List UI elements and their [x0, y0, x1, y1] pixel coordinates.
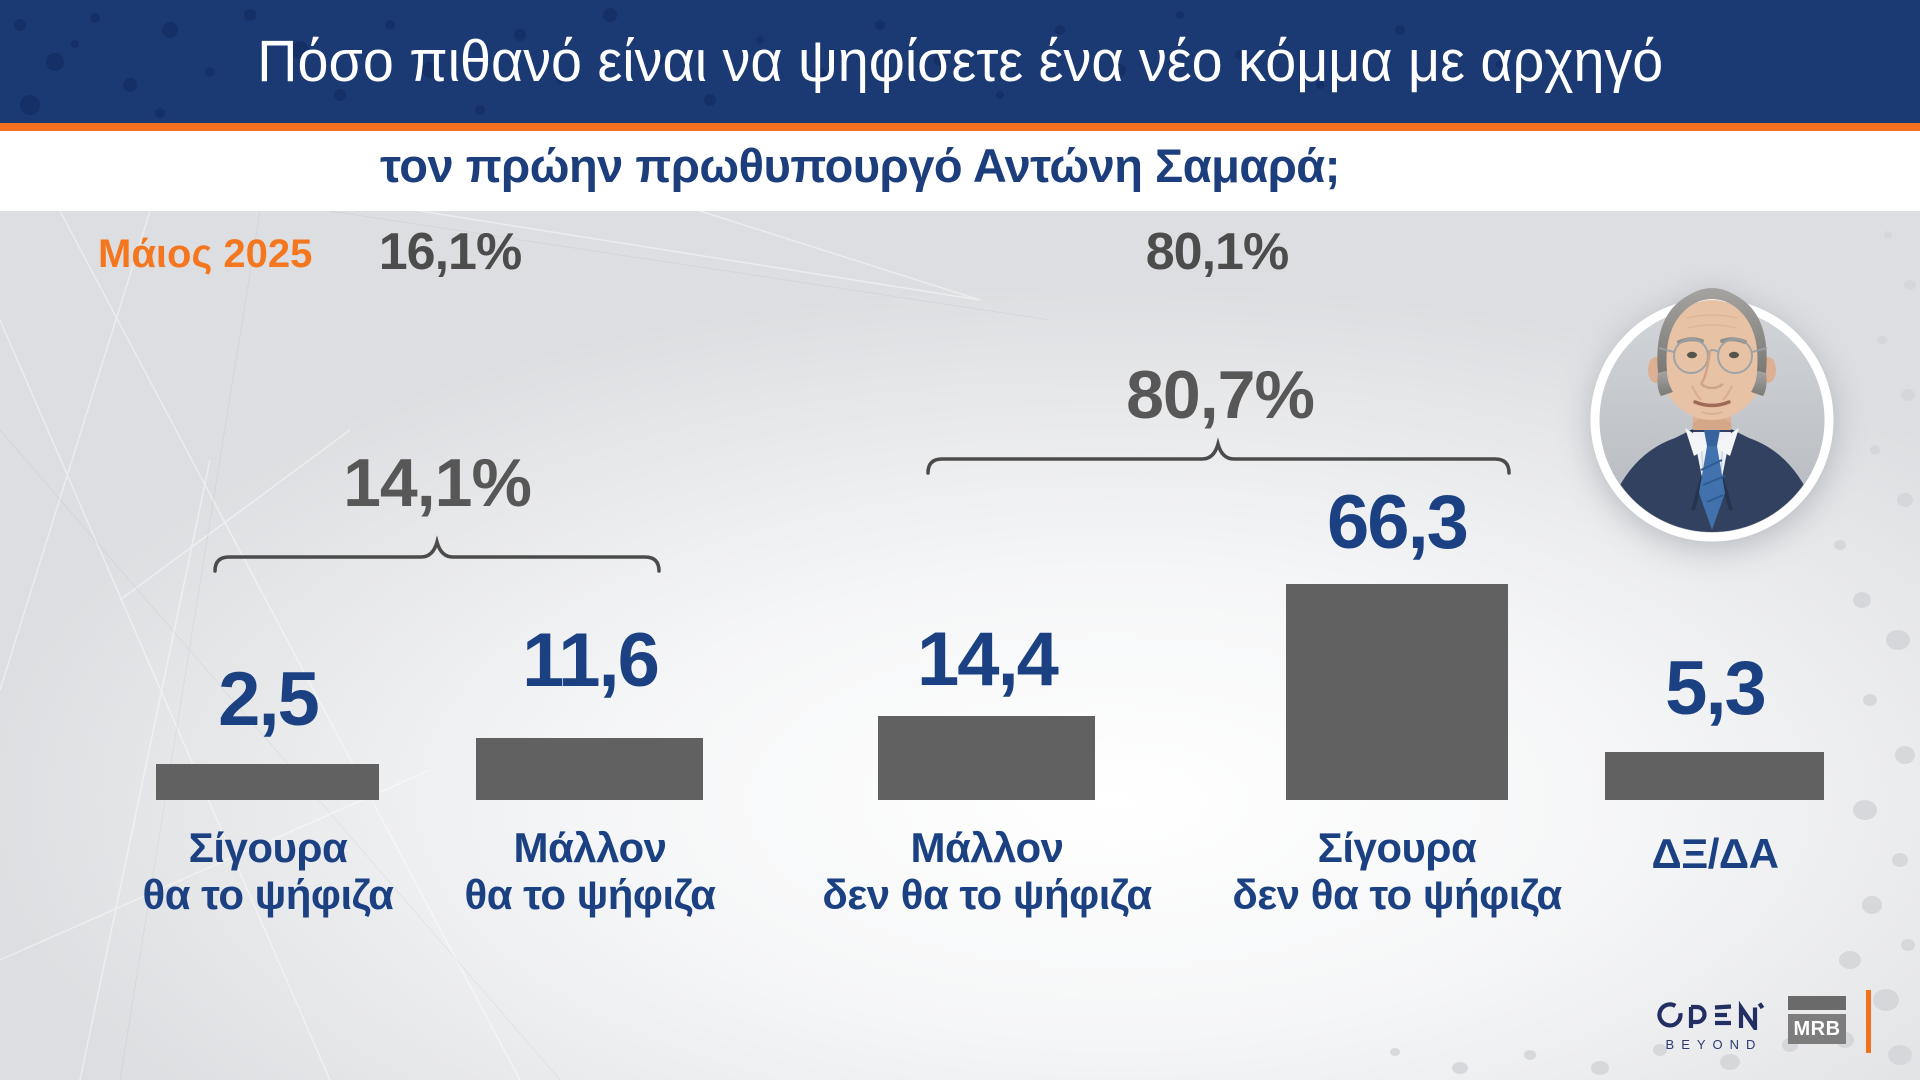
- group-unlikely-may-value: 80,1%: [1145, 223, 1289, 281]
- glasses-icon: [1658, 338, 1768, 374]
- bar-label-5: ΔΞ/ΔΑ: [1651, 830, 1779, 877]
- group-total-unlikely: 80,7%: [1126, 357, 1315, 433]
- bar-label-1: Σίγουρα θα το ψήφιζα: [142, 824, 394, 918]
- bar-label-3: Μάλλον δεν θα το ψήφιζα: [822, 824, 1152, 918]
- bar-label-2: Μάλλον θα το ψήφιζα: [464, 824, 716, 918]
- bar-label-4: Σίγουρα δεν θα το ψήφιζα: [1232, 824, 1562, 918]
- page-title-text: Πόσο πιθανό είναι να ψηφίσετε ένα νέο κό…: [257, 29, 1663, 94]
- open-channel-logo: BEYOND: [1648, 1000, 1773, 1052]
- page-subtitle: τον πρώην πρωθυπουργό Αντώνη Σαμαρά;: [380, 139, 1340, 192]
- orange-divider: [0, 123, 1920, 131]
- bar-value-2: 11,6: [522, 618, 660, 703]
- mrb-logo-top-bar: [1788, 996, 1846, 1010]
- bar-value-4: 66,3: [1327, 480, 1469, 565]
- page-title: Πόσο πιθανό είναι να ψηφίσετε ένα νέο κό…: [0, 0, 1920, 123]
- bar-2: [476, 738, 703, 800]
- chart-background: [0, 211, 1920, 1080]
- subtitle-band: [0, 131, 1920, 211]
- bar-value-3: 14,4: [917, 617, 1059, 702]
- orange-accent-bar: [1866, 990, 1871, 1053]
- bar-5: [1605, 752, 1824, 800]
- header-dots-texture: [14, 8, 1504, 118]
- bar-1: [156, 764, 379, 800]
- period-label: Μάιος 2025: [98, 232, 313, 276]
- open-logo-icon: [1656, 1000, 1764, 1035]
- header-band: [0, 0, 1920, 123]
- bar-4: [1286, 584, 1508, 800]
- bar-value-1: 2,5: [218, 657, 320, 742]
- curly-bracket-unlikely: [926, 437, 1511, 475]
- bar-value-5: 5,3: [1665, 646, 1767, 731]
- open-beyond-label: BEYOND: [1665, 1037, 1763, 1052]
- group-likely-may-value: 16,1%: [378, 223, 522, 281]
- samaras-portrait-photo: [1590, 288, 1834, 542]
- mrb-logo: MRB: [1788, 996, 1846, 1044]
- mrb-logo-label: MRB: [1788, 1014, 1846, 1044]
- bar-3: [878, 716, 1095, 800]
- curly-bracket-likely: [213, 535, 661, 573]
- portrait-head: [1648, 288, 1776, 420]
- group-total-likely: 14,1%: [343, 445, 532, 521]
